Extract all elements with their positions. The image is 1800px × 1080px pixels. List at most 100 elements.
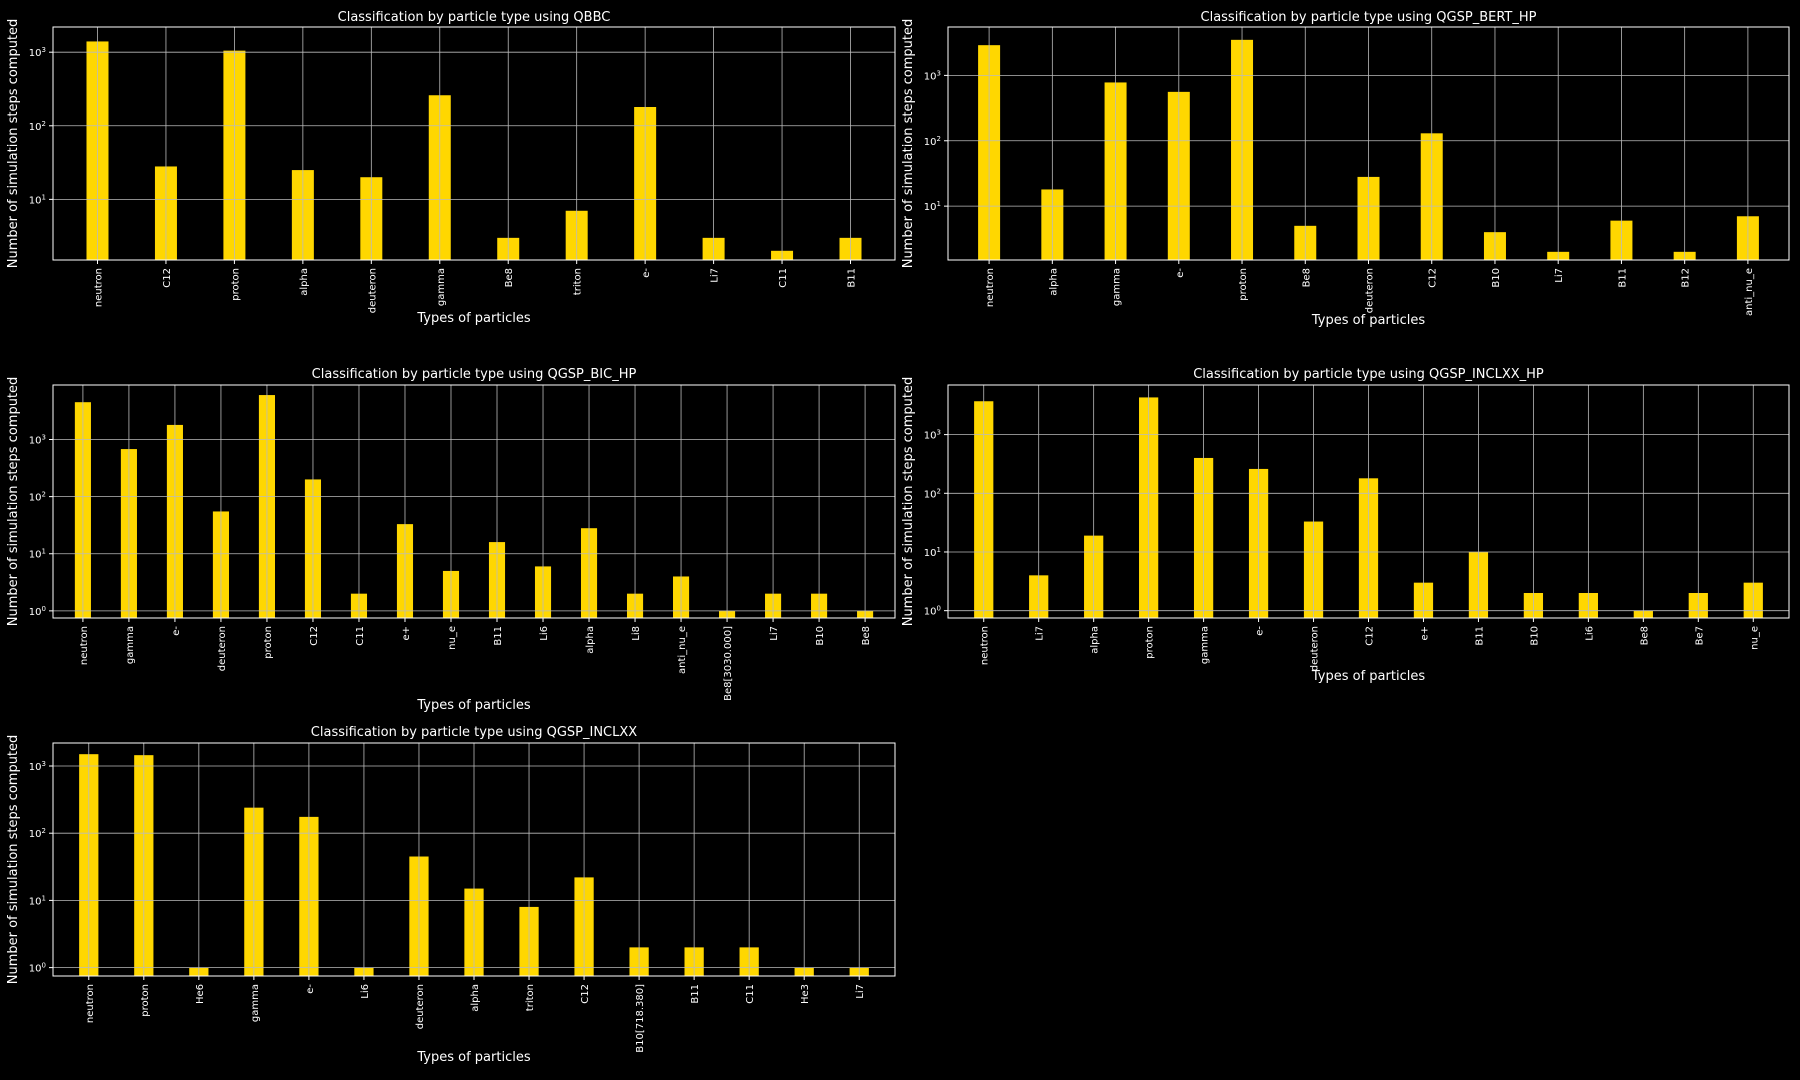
- x-tick-label: C12: [1428, 268, 1439, 288]
- x-tick-label: Li7: [1554, 268, 1565, 283]
- chart-panel-2: 101 102 103 neutron alpha gamma e-proton Be8 deu…: [901, 10, 1790, 328]
- x-axis-label: Types of particles: [416, 1050, 530, 1065]
- x-tick-label: Li7: [855, 984, 866, 999]
- x-tick-label: proton: [1145, 626, 1156, 659]
- x-tick-label: B12: [1681, 268, 1692, 288]
- x-tick-label: nu_e: [1749, 626, 1760, 650]
- x-tick-label: C12: [162, 268, 173, 288]
- x-tick-label: B10[718.380]: [635, 984, 646, 1053]
- chart-title: Classification by particle type using QB…: [338, 10, 611, 25]
- x-tick-label: B11: [1617, 268, 1628, 288]
- x-axis-label: Types of particles: [416, 311, 530, 326]
- x-tick-label: gamma: [250, 984, 261, 1022]
- y-tick-label: 101: [29, 548, 46, 561]
- x-tick-label: e+: [1419, 626, 1430, 641]
- x-tick-label: He6: [195, 984, 206, 1004]
- x-tick-label: C12: [580, 984, 591, 1004]
- x-tick-label: triton: [525, 984, 536, 1011]
- y-tick-label: 102: [29, 491, 46, 504]
- plot-frame: [947, 384, 1790, 619]
- x-tick-label: anti_nu_e: [677, 626, 688, 674]
- x-tick-label: Li7: [710, 268, 721, 283]
- plot-frame: [947, 26, 1790, 261]
- x-tick-label: deuteron: [1365, 268, 1376, 313]
- x-tick-label: C12: [309, 626, 320, 646]
- y-tick-label: 101: [924, 546, 941, 559]
- x-tick-label: neutron: [79, 626, 90, 665]
- plot-frame: [52, 742, 896, 977]
- x-tick-label: He3: [800, 984, 811, 1004]
- y-tick-label: 100: [29, 605, 46, 618]
- x-tick-label: e+: [401, 626, 412, 641]
- y-tick-label: 103: [29, 434, 46, 447]
- x-tick-label: C11: [778, 268, 789, 288]
- y-tick-label: 102: [29, 120, 46, 133]
- x-tick-label: Li7: [769, 626, 780, 641]
- x-tick-label: B11: [847, 268, 858, 288]
- x-tick-label: B11: [493, 626, 504, 646]
- x-tick-label: alpha: [585, 626, 596, 654]
- plot-frame: [52, 26, 896, 261]
- y-axis-label: Number of simulation steps computed: [901, 377, 916, 627]
- y-tick-label: 102: [924, 135, 941, 148]
- x-tick-label: deuteron: [1310, 626, 1321, 671]
- y-tick-label: 103: [924, 429, 941, 442]
- x-tick-label: deuteron: [367, 268, 378, 313]
- x-tick-label: Be8: [1301, 268, 1312, 287]
- y-tick-label: 101: [29, 193, 46, 206]
- chart-title: Classification by particle type using QG…: [1201, 10, 1537, 25]
- x-axis-label: Types of particles: [1311, 669, 1425, 684]
- x-tick-label: Li6: [539, 626, 550, 641]
- x-tick-label: alpha: [1090, 626, 1101, 654]
- x-tick-label: gamma: [1112, 268, 1123, 306]
- y-tick-label: 103: [29, 760, 46, 773]
- x-tick-label: deuteron: [217, 626, 228, 671]
- x-tick-label: e-: [641, 268, 652, 278]
- x-tick-label: e-: [1255, 626, 1266, 636]
- x-tick-label: Li6: [360, 984, 371, 999]
- x-tick-label: gamma: [125, 626, 136, 664]
- x-tick-label: Be8: [504, 268, 515, 287]
- y-tick-label: 101: [29, 894, 46, 907]
- x-tick-label: neutron: [85, 984, 96, 1023]
- x-tick-label: C11: [355, 626, 366, 646]
- chart-panel-5: 100 101 102 103 neutron proton He6 gamma e- Li6 de…: [6, 725, 896, 1065]
- x-tick-label: neutron: [980, 626, 991, 665]
- x-tick-label: proton: [263, 626, 274, 659]
- plot-frame: [52, 384, 896, 619]
- chart-panel-3: 100 101 102 103 neutron gamma e-deuteron proton…: [6, 367, 896, 713]
- chart-title: Classification by particle type using QG…: [311, 725, 637, 740]
- y-tick-label: 100: [924, 605, 941, 618]
- y-axis-label: Number of simulation steps computed: [6, 377, 21, 627]
- x-tick-label: proton: [1238, 268, 1249, 301]
- chart-panel-4: 100 101 102 103 neutron Li7 alpha proton gamma e-…: [901, 367, 1790, 684]
- x-tick-label: B10: [815, 626, 826, 646]
- x-tick-label: Be8[3030.000]: [723, 626, 734, 701]
- x-tick-label: Li6: [1584, 626, 1595, 641]
- y-tick-label: 103: [29, 46, 46, 59]
- x-tick-label: B10: [1491, 268, 1502, 288]
- y-tick-label: 102: [29, 827, 46, 840]
- x-tick-label: proton: [230, 268, 241, 301]
- x-tick-label: triton: [573, 268, 584, 295]
- x-tick-label: gamma: [436, 268, 447, 306]
- x-tick-label: Be7: [1694, 626, 1705, 645]
- x-tick-label: alpha: [299, 268, 310, 296]
- x-tick-label: Be8: [1639, 626, 1650, 645]
- x-tick-label: proton: [140, 984, 151, 1017]
- x-tick-label: e-: [305, 984, 316, 994]
- x-tick-label: Li7: [1035, 626, 1046, 641]
- x-axis-label: Types of particles: [416, 698, 530, 713]
- y-axis-label: Number of simulation steps computed: [901, 19, 916, 269]
- x-tick-label: C12: [1365, 626, 1376, 646]
- x-tick-label: deuteron: [415, 984, 426, 1029]
- x-tick-label: neutron: [93, 268, 104, 307]
- x-tick-label: B10: [1529, 626, 1540, 646]
- y-tick-label: 101: [924, 200, 941, 213]
- x-tick-label: B11: [690, 984, 701, 1004]
- x-tick-label: Be8: [861, 626, 872, 645]
- x-tick-label: C11: [745, 984, 756, 1004]
- x-tick-label: gamma: [1200, 626, 1211, 664]
- x-tick-label: neutron: [985, 268, 996, 307]
